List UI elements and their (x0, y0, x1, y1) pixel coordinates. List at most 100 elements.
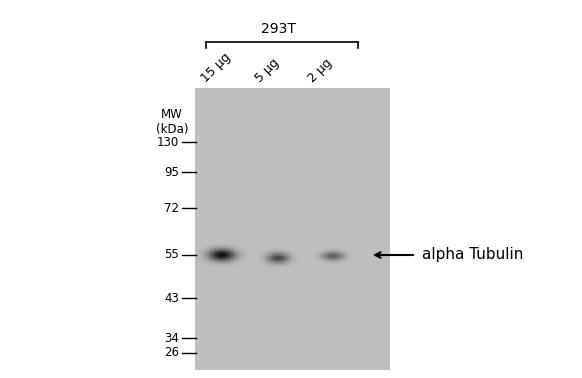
Bar (215, 245, 217, 247)
Bar (214, 262, 216, 263)
Bar (331, 259, 332, 260)
Bar (262, 261, 264, 263)
Bar (211, 259, 213, 260)
Bar (265, 252, 266, 254)
Bar (328, 251, 329, 253)
Bar (340, 250, 341, 251)
Bar (225, 247, 226, 249)
Bar (205, 249, 207, 251)
Bar (294, 257, 296, 259)
Bar (242, 250, 243, 252)
Bar (210, 250, 212, 252)
Bar (205, 262, 207, 263)
Bar (292, 253, 294, 254)
Bar (337, 253, 338, 254)
Bar (215, 261, 217, 262)
Bar (247, 253, 249, 254)
Bar (274, 253, 276, 254)
Bar (321, 261, 323, 262)
Bar (269, 255, 271, 256)
Bar (296, 256, 298, 258)
Bar (289, 251, 290, 253)
Bar (325, 250, 327, 251)
Bar (328, 255, 329, 256)
Bar (262, 257, 263, 259)
Bar (337, 251, 338, 252)
Bar (204, 251, 205, 253)
Bar (228, 265, 229, 266)
Bar (339, 252, 340, 253)
Bar (288, 259, 289, 260)
Bar (228, 253, 229, 254)
Bar (206, 248, 208, 250)
Bar (292, 263, 294, 264)
Bar (203, 253, 204, 254)
Bar (295, 261, 297, 263)
Bar (206, 264, 208, 265)
Bar (318, 259, 319, 260)
Bar (282, 256, 283, 258)
Bar (272, 266, 274, 268)
Bar (290, 251, 292, 252)
Bar (204, 252, 205, 254)
Bar (336, 261, 338, 262)
Bar (327, 255, 329, 256)
Bar (317, 257, 318, 258)
Bar (226, 249, 228, 251)
Bar (324, 253, 325, 254)
Bar (234, 248, 236, 250)
Bar (204, 263, 205, 264)
Bar (275, 255, 276, 256)
Bar (211, 254, 213, 256)
Bar (350, 255, 352, 256)
Bar (230, 250, 232, 252)
Bar (331, 259, 332, 260)
Bar (283, 253, 284, 254)
Bar (274, 260, 276, 262)
Bar (321, 262, 322, 263)
Bar (334, 254, 335, 255)
Bar (336, 263, 338, 265)
Bar (218, 245, 220, 246)
Bar (265, 256, 267, 257)
Bar (280, 256, 281, 257)
Bar (219, 259, 221, 260)
Bar (280, 255, 281, 256)
Bar (221, 246, 222, 248)
Bar (239, 263, 241, 264)
Bar (233, 263, 235, 264)
Bar (208, 254, 210, 256)
Bar (285, 258, 286, 259)
Bar (342, 252, 343, 253)
Bar (223, 255, 225, 256)
Bar (208, 261, 210, 262)
Bar (290, 255, 291, 256)
Bar (268, 264, 270, 265)
Bar (333, 260, 335, 261)
Bar (333, 251, 335, 253)
Bar (322, 252, 324, 253)
Bar (284, 262, 285, 263)
Bar (208, 246, 210, 248)
Bar (279, 266, 281, 268)
Bar (292, 263, 293, 264)
Bar (346, 256, 348, 257)
Bar (334, 255, 335, 257)
Bar (265, 259, 267, 260)
Bar (346, 254, 347, 255)
Bar (324, 255, 326, 257)
Bar (267, 260, 269, 261)
Bar (282, 260, 283, 261)
Bar (318, 254, 319, 255)
Bar (320, 257, 321, 259)
Bar (213, 259, 215, 260)
Bar (262, 260, 264, 261)
Bar (287, 256, 288, 258)
Bar (221, 262, 222, 263)
Bar (329, 259, 331, 260)
Bar (204, 254, 205, 256)
Bar (283, 249, 284, 250)
Bar (290, 260, 291, 261)
Bar (238, 249, 240, 251)
Bar (231, 262, 233, 263)
